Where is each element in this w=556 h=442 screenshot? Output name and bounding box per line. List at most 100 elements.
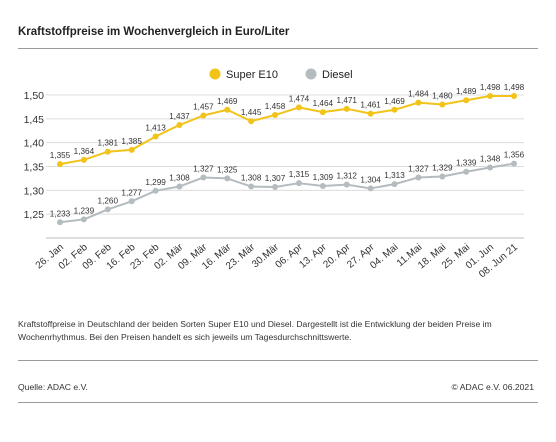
data-point — [295, 104, 302, 111]
bottom-divider — [18, 402, 538, 403]
data-label: 1,413 — [145, 123, 166, 132]
data-point — [152, 133, 159, 140]
chart-legend: Super E10 Diesel — [209, 68, 353, 81]
data-label: 1,348 — [480, 154, 501, 163]
data-point — [200, 112, 207, 119]
data-point — [487, 92, 494, 99]
data-point — [57, 219, 63, 226]
data-label: 1,313 — [384, 171, 405, 180]
data-point — [272, 112, 279, 119]
data-point — [415, 174, 422, 181]
series-line-0 — [59, 94, 514, 166]
data-label: 1,498 — [480, 83, 501, 92]
data-label: 1,464 — [313, 99, 334, 108]
data-point — [511, 160, 517, 167]
data-label: 1,461 — [360, 101, 381, 110]
data-label: 1,364 — [74, 147, 95, 156]
chart-title: Kraftstoffpreise im Wochenvergleich in E… — [18, 26, 290, 38]
data-label: 1,299 — [145, 178, 166, 187]
data-point — [248, 118, 255, 125]
y-axis: 1,25 1,30 1,35 1,40 1,45 1,50 — [24, 90, 45, 221]
data-label: 1,327 — [193, 164, 214, 173]
data-point — [248, 183, 255, 190]
data-label: 1,474 — [289, 94, 310, 103]
data-point — [439, 101, 446, 108]
data-label: 1,260 — [98, 196, 119, 205]
data-label: 1,325 — [217, 165, 238, 174]
data-point — [343, 105, 350, 112]
data-label: 1,356 — [504, 151, 525, 160]
data-point — [487, 164, 494, 171]
data-point — [80, 216, 87, 223]
data-label: 1,312 — [336, 172, 357, 181]
data-label: 1,339 — [456, 159, 477, 168]
data-label: 1,385 — [121, 137, 142, 146]
data-point — [80, 156, 87, 163]
legend-swatch-1 — [305, 68, 317, 80]
data-point — [176, 122, 183, 129]
copyright-note: © ADAC e.V. 06.2021 — [451, 382, 534, 392]
data-point — [128, 198, 135, 205]
data-point — [128, 146, 135, 153]
line-chart: Super E10 Diesel 1,25 1,30 1,35 1,40 1,45 1,50… — [24, 68, 525, 280]
data-label: 1,307 — [265, 174, 286, 183]
data-point — [415, 99, 422, 106]
data-label: 1,277 — [121, 188, 142, 197]
data-label: 1,327 — [408, 164, 429, 173]
data-label: 1,309 — [313, 173, 334, 182]
data-label: 1,239 — [74, 206, 95, 215]
data-point — [367, 185, 374, 192]
data-point — [391, 181, 398, 188]
data-label: 1,471 — [336, 96, 357, 105]
data-label: 1,308 — [241, 174, 262, 183]
data-label: 1,355 — [50, 151, 71, 160]
data-point — [152, 187, 159, 194]
y-tick-label: 1,30 — [24, 185, 45, 197]
data-point — [104, 206, 111, 213]
data-label: 1,304 — [360, 175, 381, 184]
y-tick-label: 1,45 — [24, 114, 45, 126]
data-point — [463, 168, 470, 175]
legend-swatch-0 — [209, 68, 221, 80]
data-label: 1,498 — [504, 83, 525, 92]
data-point — [57, 161, 63, 168]
data-point — [224, 175, 231, 182]
chart-gridlines — [46, 94, 524, 239]
source-note: Quelle: ADAC e.V. — [18, 382, 88, 392]
data-label: 1,469 — [217, 97, 238, 106]
data-point — [295, 180, 302, 187]
data-point — [224, 106, 231, 113]
data-label: 1,437 — [169, 112, 190, 121]
data-point — [343, 181, 350, 188]
data-point — [439, 173, 446, 180]
chart-description: Kraftstoffpreise in Deutschland der beid… — [18, 319, 492, 342]
data-label: 1,469 — [384, 97, 405, 106]
data-point — [463, 97, 470, 104]
legend-label-1: Diesel — [322, 69, 353, 81]
top-divider — [18, 48, 538, 49]
legend-label-0: Super E10 — [226, 69, 278, 81]
y-tick-label: 1,35 — [24, 162, 45, 174]
data-point — [104, 148, 111, 155]
data-point — [319, 183, 326, 190]
data-label: 1,480 — [432, 92, 453, 101]
data-point — [176, 183, 183, 190]
data-label: 1,458 — [265, 102, 286, 111]
data-label: 1,308 — [169, 174, 190, 183]
data-point — [511, 92, 517, 99]
data-point — [319, 109, 326, 116]
y-tick-label: 1,40 — [24, 138, 45, 150]
data-label: 1,315 — [289, 170, 310, 179]
data-point — [272, 183, 279, 190]
data-label: 1,381 — [98, 139, 119, 148]
data-label: 1,233 — [50, 209, 71, 218]
data-point — [391, 106, 398, 113]
data-label: 1,484 — [408, 90, 429, 99]
data-point — [200, 174, 207, 181]
data-point — [367, 110, 374, 117]
series-line-1 — [59, 162, 515, 224]
y-tick-label: 1,25 — [24, 209, 45, 221]
middle-divider — [18, 360, 538, 361]
data-label: 1,457 — [193, 102, 214, 111]
